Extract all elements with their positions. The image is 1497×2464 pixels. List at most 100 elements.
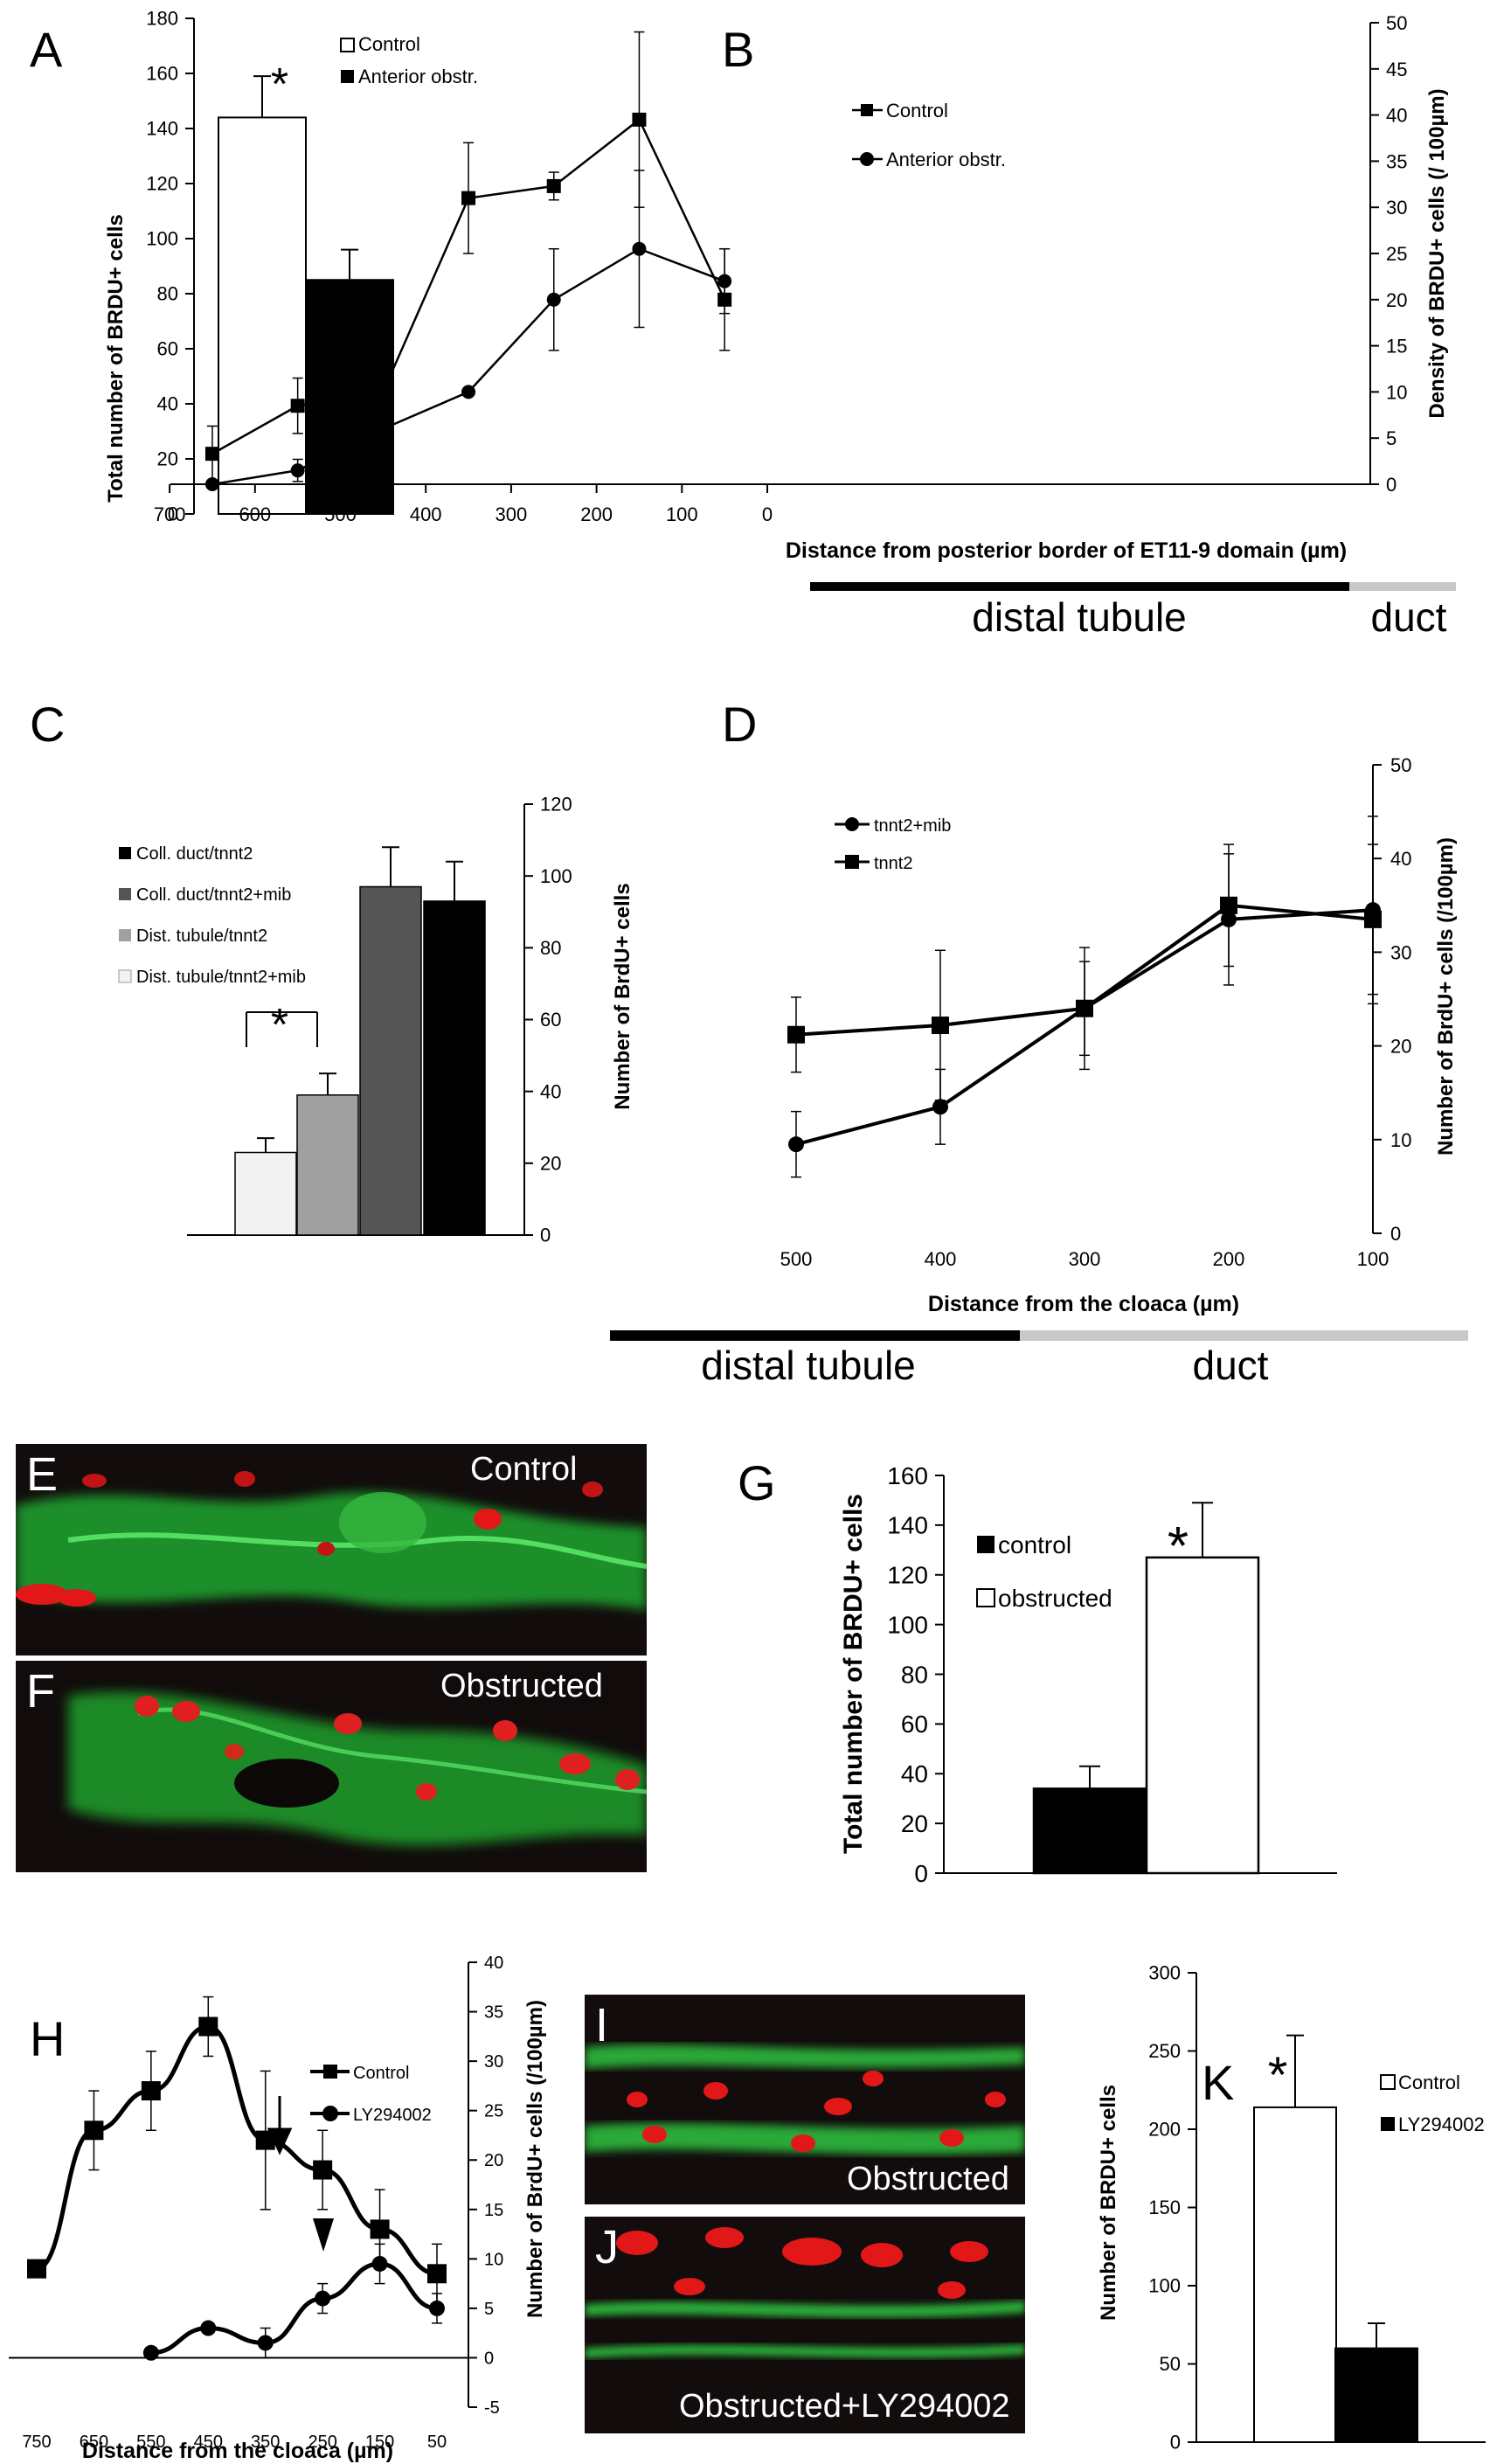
a-y-tick-label: 0 — [168, 503, 178, 525]
b-x-tick-label: 100 — [666, 503, 698, 525]
legend-swatch — [119, 888, 131, 900]
data-point — [204, 447, 219, 462]
arrow-indicator — [267, 2096, 293, 2155]
h-x-tick-label: 350 — [251, 2433, 280, 2452]
a-y-tick-label: 60 — [157, 338, 178, 360]
segment-bar-distal — [810, 582, 1349, 591]
panel-letter-f: F — [26, 1665, 55, 1718]
data-point — [141, 2081, 161, 2101]
data-point — [1220, 896, 1237, 914]
k-y-tick-label: 0 — [1170, 2432, 1181, 2454]
a-y-tick-label: 140 — [146, 118, 178, 140]
legend-marker — [860, 152, 874, 166]
legend-marker — [323, 2065, 337, 2079]
micrograph-f-image — [16, 1661, 647, 1872]
segment-bar-duct — [1020, 1330, 1468, 1341]
h-y-tick-label: 30 — [484, 2052, 503, 2072]
panel-letter-i: I — [595, 1999, 609, 2051]
data-point — [290, 399, 305, 413]
data-point — [27, 2259, 46, 2279]
panel-letter-g: G — [738, 1455, 776, 1510]
c-y-tick-label: 40 — [540, 1080, 561, 1102]
d-x-tick-label: 200 — [1213, 1248, 1245, 1270]
micrograph-f-label: Obstructed — [440, 1668, 603, 1704]
g-y-tick-label: 80 — [901, 1661, 928, 1688]
significance-star: * — [271, 59, 288, 110]
segment-label: duct — [1371, 594, 1447, 640]
segment-label: duct — [1193, 1343, 1269, 1388]
a-y-tick-label: 100 — [146, 228, 178, 250]
micrograph-i: I Obstructed — [585, 1995, 1025, 2204]
h-y-tick-label: 0 — [484, 2349, 494, 2368]
g-y-tick-label: 140 — [887, 1512, 928, 1539]
micrograph-i-image — [585, 1995, 1025, 2204]
legend-swatch — [1380, 2074, 1396, 2090]
significance-star: * — [271, 1000, 288, 1051]
data-point — [315, 2290, 331, 2307]
data-point — [255, 2130, 275, 2150]
panel-letter-j: J — [595, 2221, 619, 2273]
c-y-tick-label: 100 — [540, 865, 572, 887]
y-axis-label: Number of BrdU+ cells — [611, 883, 634, 1109]
data-point — [717, 274, 732, 288]
y-axis-label: Total number of BRDU+ cells — [104, 214, 128, 503]
d-x-tick-label: 400 — [925, 1248, 957, 1270]
legend-label: Anterior obstr. — [358, 66, 478, 87]
h-y-tick-label: -5 — [484, 2398, 500, 2418]
data-point — [788, 1136, 804, 1153]
k-y-tick-label: 300 — [1148, 1962, 1181, 1984]
data-point — [313, 2160, 333, 2180]
b-y-tick-label: 5 — [1386, 427, 1397, 449]
panel-letter-c: C — [30, 697, 65, 752]
d-y-tick-label: 20 — [1390, 1036, 1411, 1058]
d-y-tick-label: 50 — [1390, 754, 1411, 776]
x-axis-label: Distance from the cloaca (µm) — [82, 2439, 393, 2463]
significance-star: * — [1268, 2047, 1288, 2104]
legend-label: Anterior obstr. — [886, 149, 1006, 170]
legend-label: LY294002 — [353, 2106, 432, 2125]
legend-label: Control — [886, 100, 948, 121]
h-x-tick-label: 250 — [308, 2433, 336, 2452]
h-y-tick-label: 35 — [484, 2003, 503, 2023]
d-x-tick-label: 300 — [1069, 1248, 1101, 1270]
legend-label: Dist. tubule/tnnt2+mib — [136, 968, 306, 987]
legend-swatch — [976, 1588, 995, 1607]
c-y-tick-label: 20 — [540, 1153, 561, 1175]
g-y-tick-label: 160 — [887, 1462, 928, 1489]
h-y-tick-label: 5 — [484, 2300, 494, 2319]
panel-letter-k: K — [1202, 2055, 1234, 2110]
bar — [1253, 2106, 1337, 2443]
micrograph-e-label: Control — [470, 1451, 578, 1488]
b-y-tick-label: 35 — [1386, 150, 1407, 172]
data-point — [1076, 999, 1093, 1017]
k-y-tick-label: 150 — [1148, 2197, 1181, 2218]
b-y-tick-label: 40 — [1386, 105, 1407, 127]
data-point — [427, 2264, 447, 2284]
k-y-tick-label: 50 — [1160, 2353, 1181, 2375]
legend-label: LY294002 — [1398, 2113, 1485, 2135]
bar — [1145, 1556, 1260, 1875]
h-x-tick-label: 50 — [427, 2433, 447, 2452]
bar — [359, 885, 422, 1236]
panel-letter-h: H — [30, 2011, 65, 2066]
panel-letter-d: D — [722, 697, 757, 752]
a-y-tick-label: 180 — [146, 8, 178, 30]
legend-swatch — [340, 38, 355, 52]
d-x-tick-label: 500 — [780, 1248, 813, 1270]
legend-swatch — [119, 847, 131, 859]
y-axis-label: Total number of BRDU+ cells — [839, 1494, 868, 1854]
legend-label: Coll. duct/tnnt2 — [136, 844, 253, 864]
b-y-tick-label: 10 — [1386, 381, 1407, 403]
g-y-tick-label: 120 — [887, 1562, 928, 1589]
data-point — [200, 2320, 217, 2336]
data-point — [84, 2120, 104, 2141]
legend-swatch — [977, 1536, 995, 1553]
legend-label: Control — [358, 33, 420, 55]
y-axis-label: Density of BRDU+ cells (/ 100µm) — [1425, 88, 1449, 418]
panel-letter-a: A — [30, 22, 63, 77]
legend-marker — [861, 104, 873, 116]
k-y-tick-label: 100 — [1148, 2275, 1181, 2297]
legend-label: tnnt2+mib — [874, 816, 951, 836]
data-point — [371, 2255, 388, 2272]
bar — [423, 900, 486, 1236]
